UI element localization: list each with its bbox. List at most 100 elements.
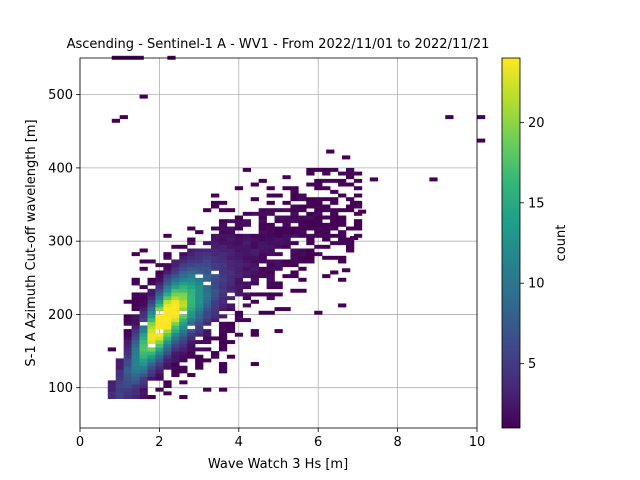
heatmap-cell xyxy=(139,318,148,323)
heatmap-cell xyxy=(226,354,236,359)
heatmap-cell xyxy=(250,329,259,334)
heatmap-cell xyxy=(322,178,331,183)
heatmap-cell xyxy=(250,299,259,304)
heatmap-cell xyxy=(131,384,140,389)
heatmap-cell xyxy=(282,226,291,231)
heatmap-cell xyxy=(242,266,252,271)
heatmap-cell-outlier xyxy=(342,268,351,273)
heatmap-cell xyxy=(203,358,212,363)
heatmap-cell xyxy=(195,252,204,257)
heatmap-cell xyxy=(226,270,236,275)
heatmap-cell xyxy=(218,329,228,334)
heatmap-cell xyxy=(179,307,188,312)
heatmap-cell xyxy=(211,241,220,246)
heatmap-cell xyxy=(155,376,164,381)
heatmap-cell xyxy=(218,219,228,224)
heatmap-cell xyxy=(258,310,267,315)
heatmap-cell xyxy=(147,354,156,359)
heatmap-cell xyxy=(258,178,267,183)
heatmap-cell xyxy=(139,362,148,367)
heatmap-cell xyxy=(163,288,172,293)
heatmap-cell xyxy=(250,252,259,257)
heatmap-cell xyxy=(179,314,188,319)
heatmap-cell xyxy=(139,248,148,253)
heatmap-cell xyxy=(107,384,117,389)
heatmap-cell xyxy=(250,263,259,268)
heatmap-cell xyxy=(338,215,347,220)
heatmap-cell xyxy=(171,288,180,293)
heatmap-cell xyxy=(330,270,339,275)
heatmap-cell xyxy=(218,321,228,326)
heatmap-cell xyxy=(163,314,172,319)
heatmap-cell xyxy=(282,219,291,224)
heatmap-cell xyxy=(203,387,212,392)
heatmap-cell xyxy=(226,329,236,334)
heatmap-cell xyxy=(298,266,307,271)
heatmap-cell xyxy=(338,237,347,242)
heatmap-cell xyxy=(226,277,236,282)
heatmap-cell xyxy=(282,259,291,264)
heatmap-cell xyxy=(282,200,291,205)
heatmap-cell xyxy=(115,362,124,367)
heatmap-cell xyxy=(298,255,307,260)
heatmap-cell xyxy=(345,167,355,172)
heatmap-cell xyxy=(274,263,283,268)
heatmap-cell xyxy=(226,303,236,308)
heatmap-cell xyxy=(298,252,307,257)
heatmap-cell xyxy=(258,244,267,249)
heatmap-cell xyxy=(218,387,228,392)
heatmap-cell xyxy=(353,204,363,209)
heatmap-cell xyxy=(139,354,148,359)
heatmap-cell xyxy=(203,259,212,264)
heatmap-cell xyxy=(226,237,236,242)
heatmap-cell xyxy=(171,343,180,348)
heatmap-cell xyxy=(234,252,244,257)
heatmap-cell xyxy=(274,241,283,246)
heatmap-cell xyxy=(163,299,172,304)
heatmap-cell xyxy=(242,233,252,238)
heatmap-cell xyxy=(155,303,164,308)
heatmap-cell xyxy=(195,329,204,334)
heatmap-cell xyxy=(139,358,148,363)
heatmap-cell xyxy=(345,204,355,209)
heatmap-cell xyxy=(139,325,148,330)
heatmap-cell xyxy=(131,380,140,385)
heatmap-cell xyxy=(171,303,180,308)
heatmap-cell xyxy=(274,233,283,238)
heatmap-cell xyxy=(218,274,228,279)
heatmap-cell xyxy=(187,252,196,257)
heatmap-cell xyxy=(203,321,212,326)
heatmap-cell xyxy=(203,263,212,268)
heatmap-cell xyxy=(234,259,244,264)
heatmap-cell xyxy=(131,314,140,319)
heatmap-cell xyxy=(306,197,315,202)
heatmap-cell xyxy=(203,329,212,334)
heatmap-cell-outlier xyxy=(477,138,486,143)
heatmap-cell xyxy=(139,303,148,308)
heatmap-cell xyxy=(123,318,132,323)
heatmap-cell xyxy=(314,208,323,213)
heatmap-cell xyxy=(147,347,156,352)
heatmap-cell xyxy=(115,376,124,381)
heatmap-cell xyxy=(147,292,156,297)
heatmap-cell xyxy=(155,347,164,352)
heatmap-cell xyxy=(155,314,164,319)
heatmap-cell xyxy=(147,340,156,345)
heatmap-cell xyxy=(131,292,140,297)
heatmap-cell xyxy=(234,233,244,238)
colorbar-gradient xyxy=(501,57,521,429)
heatmap-cell xyxy=(171,321,180,326)
heatmap-cell xyxy=(203,274,212,279)
heatmap-cell xyxy=(147,288,156,293)
heatmap-cell xyxy=(282,215,291,220)
heatmap-cell xyxy=(250,211,259,216)
heatmap-cell xyxy=(139,285,148,290)
x-tick-label: 6 xyxy=(314,435,322,450)
heatmap-cell xyxy=(163,266,172,271)
heatmap-cell xyxy=(282,175,291,180)
heatmap-cell xyxy=(242,237,252,242)
heatmap-cell xyxy=(187,307,196,312)
heatmap-cell xyxy=(314,222,323,227)
heatmap-cell xyxy=(242,167,252,172)
heatmap-cell xyxy=(218,259,228,264)
